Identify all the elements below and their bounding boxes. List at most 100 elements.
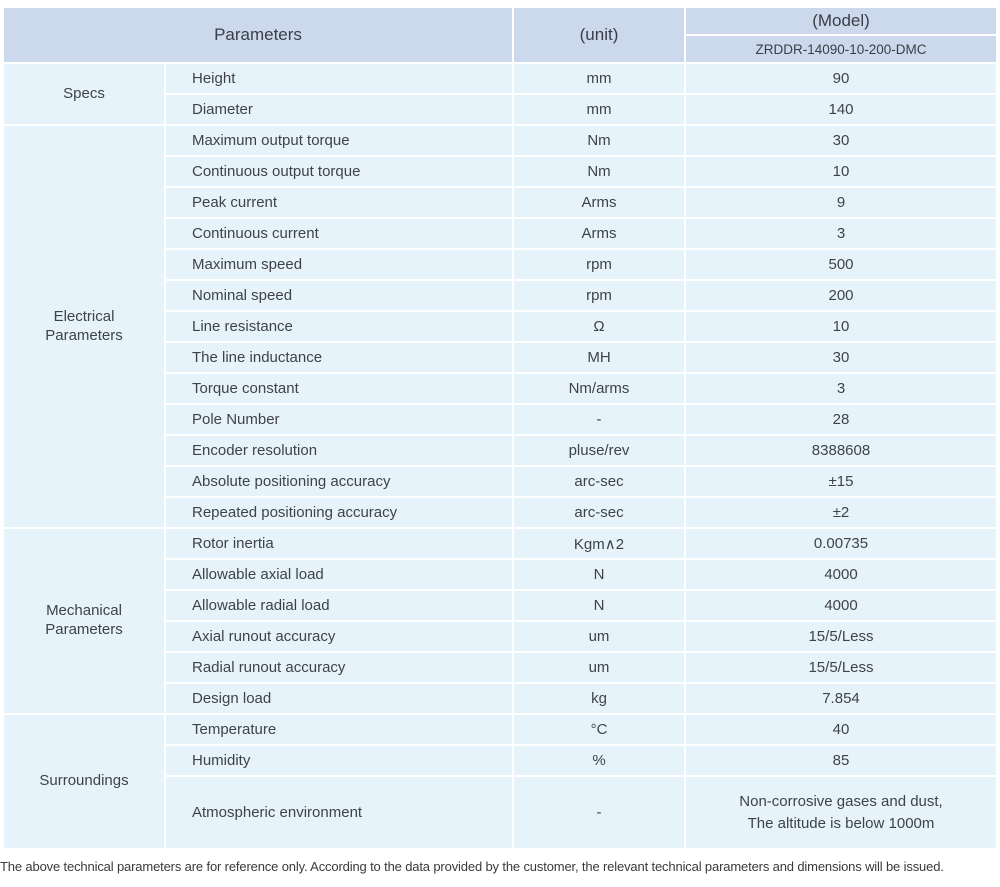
unit-cell: um — [514, 622, 684, 651]
unit-cell: Kgm∧2 — [514, 529, 684, 558]
unit-cell: arc-sec — [514, 498, 684, 527]
table-row: Peak current Arms 9 — [4, 188, 996, 217]
table-row: Absolute positioning accuracy arc-sec ±1… — [4, 467, 996, 496]
param-cell: Diameter — [166, 95, 512, 124]
unit-cell: °C — [514, 715, 684, 744]
value-cell: 9 — [686, 188, 996, 217]
param-cell: Maximum speed — [166, 250, 512, 279]
value-cell: 30 — [686, 343, 996, 372]
category-cell-specs: Specs — [4, 64, 164, 124]
value-cell: 40 — [686, 715, 996, 744]
value-cell: 15/5/Less — [686, 653, 996, 682]
value-cell: 3 — [686, 374, 996, 403]
param-cell: Height — [166, 64, 512, 93]
value-cell: 4000 — [686, 591, 996, 620]
unit-cell: mm — [514, 64, 684, 93]
param-cell: Radial runout accuracy — [166, 653, 512, 682]
param-cell: Line resistance — [166, 312, 512, 341]
table-row: Radial runout accuracy um 15/5/Less — [4, 653, 996, 682]
value-cell: 200 — [686, 281, 996, 310]
param-cell: Repeated positioning accuracy — [166, 498, 512, 527]
table-row: Humidity % 85 — [4, 746, 996, 775]
unit-cell: Arms — [514, 188, 684, 217]
table-row: Electrical Parameters Maximum output tor… — [4, 126, 996, 527]
unit-cell: rpm — [514, 281, 684, 310]
table-body: Specs Height mm 90 Diameter mm 140 Elect… — [4, 64, 996, 848]
param-cell: Axial runout accuracy — [166, 622, 512, 651]
header-row-1: Parameters (unit) (Model) — [4, 8, 996, 62]
unit-cell: Nm — [514, 126, 684, 155]
unit-cell: kg — [514, 684, 684, 713]
table-row: Line resistance Ω 10 — [4, 312, 996, 341]
param-cell: Allowable axial load — [166, 560, 512, 589]
table-row: Continuous output torque Nm 10 — [4, 157, 996, 186]
param-cell: Peak current — [166, 188, 512, 217]
table-row: Design load kg 7.854 — [4, 684, 996, 713]
param-cell: Design load — [166, 684, 512, 713]
unit-cell: Nm — [514, 157, 684, 186]
param-cell: Atmospheric environment — [166, 777, 512, 848]
table-row: Repeated positioning accuracy arc-sec ±2 — [4, 498, 996, 527]
unit-cell: pluse/rev — [514, 436, 684, 465]
header-row-2: ZRDDR-14090-10-200-DMC — [4, 36, 996, 62]
unit-cell: mm — [514, 95, 684, 124]
table-row: Atmospheric environment - Non-corrosive … — [4, 777, 996, 848]
param-cell: Encoder resolution — [166, 436, 512, 465]
value-cell: 7.854 — [686, 684, 996, 713]
param-cell: Continuous output torque — [166, 157, 512, 186]
value-cell: 8388608 — [686, 436, 996, 465]
value-cell: 10 — [686, 312, 996, 341]
unit-cell: Nm/arms — [514, 374, 684, 403]
unit-cell: N — [514, 591, 684, 620]
value-cell: ±15 — [686, 467, 996, 496]
table-row: Allowable radial load N 4000 — [4, 591, 996, 620]
param-cell: Allowable radial load — [166, 591, 512, 620]
value-cell: 85 — [686, 746, 996, 775]
table-row: Continuous current Arms 3 — [4, 219, 996, 248]
param-cell: Nominal speed — [166, 281, 512, 310]
value-cell: 15/5/Less — [686, 622, 996, 651]
header-parameters: Parameters — [4, 8, 512, 62]
table-row: Pole Number - 28 — [4, 405, 996, 434]
param-cell: Absolute positioning accuracy — [166, 467, 512, 496]
table-row: Allowable axial load N 4000 — [4, 560, 996, 589]
value-cell: ±2 — [686, 498, 996, 527]
value-cell: 30 — [686, 126, 996, 155]
param-cell: Maximum output torque — [166, 126, 512, 155]
header-unit: (unit) — [514, 8, 684, 62]
unit-cell: - — [514, 777, 684, 848]
unit-cell: Arms — [514, 219, 684, 248]
table-row: Maximum speed rpm 500 — [4, 250, 996, 279]
unit-cell: um — [514, 653, 684, 682]
value-cell: 90 — [686, 64, 996, 93]
table-row: Encoder resolution pluse/rev 8388608 — [4, 436, 996, 465]
param-cell: Pole Number — [166, 405, 512, 434]
param-cell: Torque constant — [166, 374, 512, 403]
value-cell: 0.00735 — [686, 529, 996, 558]
table-row: The line inductance MH 30 — [4, 343, 996, 372]
table-row: Nominal speed rpm 200 — [4, 281, 996, 310]
table-row: Specs Height mm 90 — [4, 64, 996, 124]
table-row: Mechanical Parameters Rotor inertia Kgm∧… — [4, 529, 996, 713]
value-cell: 140 — [686, 95, 996, 124]
param-cell: Humidity — [166, 746, 512, 775]
category-cell-surroundings: Surroundings — [4, 715, 164, 848]
table-row: Axial runout accuracy um 15/5/Less — [4, 622, 996, 651]
table-header: Parameters (unit) (Model) ZRDDR-14090-10… — [4, 8, 996, 62]
param-cell: Rotor inertia — [166, 529, 512, 558]
category-cell-electrical: Electrical Parameters — [4, 126, 164, 527]
param-cell: The line inductance — [166, 343, 512, 372]
unit-cell: - — [514, 405, 684, 434]
unit-cell: rpm — [514, 250, 684, 279]
unit-cell: arc-sec — [514, 467, 684, 496]
unit-cell: % — [514, 746, 684, 775]
unit-cell: N — [514, 560, 684, 589]
value-cell: 4000 — [686, 560, 996, 589]
header-model: (Model) — [686, 8, 996, 34]
table-row: Diameter mm 140 — [4, 95, 996, 124]
value-cell: Non-corrosive gases and dust, The altitu… — [686, 777, 996, 848]
value-cell: 3 — [686, 219, 996, 248]
category-cell-mechanical: Mechanical Parameters — [4, 529, 164, 713]
value-cell: 10 — [686, 157, 996, 186]
param-cell: Continuous current — [166, 219, 512, 248]
